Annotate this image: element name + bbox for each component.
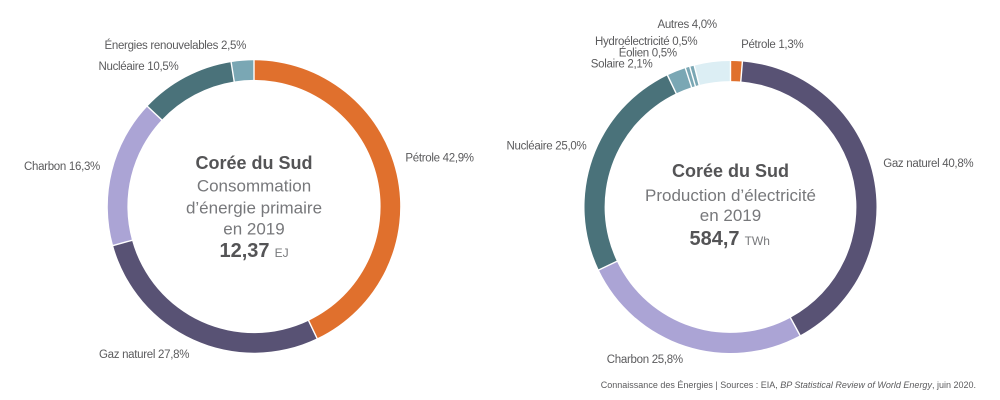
- svg-text:Solaire 2,1%: Solaire 2,1%: [591, 59, 653, 71]
- svg-text:Connaissance des Énergies | So: Connaissance des Énergies | Sources : EI…: [601, 380, 976, 390]
- svg-text:Consommation: Consommation: [197, 177, 311, 196]
- svg-text:Gaz naturel 40,8%: Gaz naturel 40,8%: [883, 158, 973, 170]
- svg-text:Nucléaire 25,0%: Nucléaire 25,0%: [507, 141, 587, 153]
- svg-text:Pétrole 1,3%: Pétrole 1,3%: [741, 39, 803, 51]
- svg-text:Charbon 16,3%: Charbon 16,3%: [24, 161, 100, 173]
- svg-text:Corée du Sud: Corée du Sud: [195, 153, 312, 173]
- svg-text:en 2019: en 2019: [700, 206, 761, 225]
- svg-text:Énergies renouvelables 2,5%: Énergies renouvelables 2,5%: [105, 39, 247, 52]
- svg-text:Corée du Sud: Corée du Sud: [672, 161, 789, 181]
- svg-text:Production d’électricité: Production d’électricité: [645, 186, 816, 205]
- svg-text:Hydroélectricité 0,5%: Hydroélectricité 0,5%: [595, 36, 697, 48]
- svg-text:Gaz naturel 27,8%: Gaz naturel 27,8%: [99, 349, 189, 361]
- svg-text:Éolien 0,5%: Éolien 0,5%: [619, 47, 677, 60]
- svg-text:Charbon 25,8%: Charbon 25,8%: [607, 354, 683, 366]
- svg-text:en 2019: en 2019: [223, 220, 284, 239]
- svg-text:Pétrole 42,9%: Pétrole 42,9%: [405, 153, 473, 165]
- svg-text:Nucléaire 10,5%: Nucléaire 10,5%: [99, 61, 179, 73]
- svg-text:d’énergie primaire: d’énergie primaire: [186, 199, 322, 218]
- svg-text:Autres 4,0%: Autres 4,0%: [657, 19, 716, 31]
